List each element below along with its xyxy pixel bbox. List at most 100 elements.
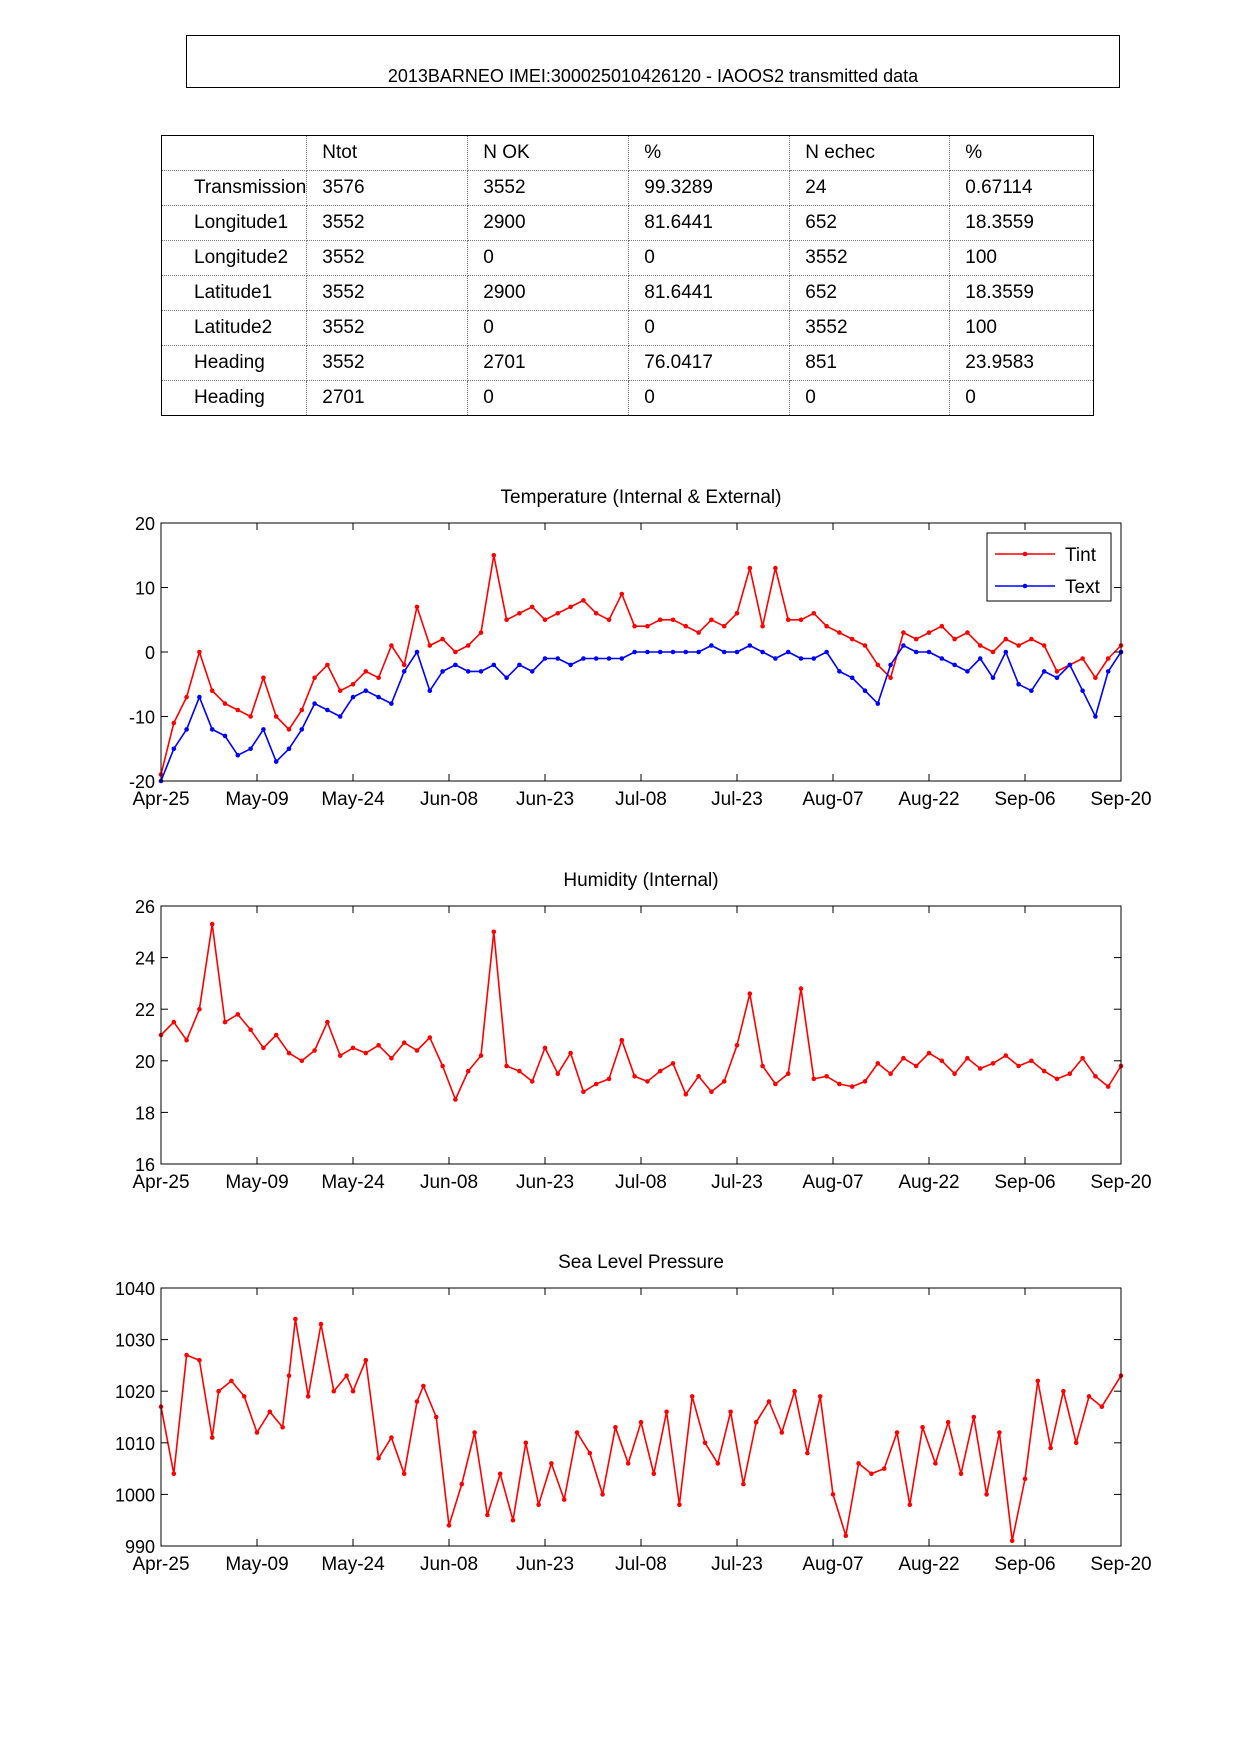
data-point <box>670 1061 676 1066</box>
series-line <box>160 644 1122 782</box>
data-point <box>779 1430 785 1435</box>
data-point <box>184 727 189 732</box>
data-point <box>267 1409 273 1415</box>
data-point <box>465 1068 471 1074</box>
data-point <box>1016 682 1021 687</box>
data-point <box>1093 675 1098 681</box>
data-point <box>254 1430 260 1435</box>
data-point <box>933 1461 938 1466</box>
data-point <box>325 1019 330 1025</box>
data-point <box>696 630 701 635</box>
data-point <box>325 662 330 668</box>
data-point <box>811 656 817 661</box>
data-point <box>517 662 522 668</box>
data-point <box>286 1373 292 1378</box>
data-point <box>478 669 484 674</box>
table-cell: 23.9583 <box>949 345 1094 381</box>
data-point <box>907 1502 913 1507</box>
data-point <box>504 1063 509 1069</box>
data-point <box>824 649 829 655</box>
title-box: 2013BARNEO IMEI:300025010426120 - IAOOS2… <box>186 35 1120 88</box>
data-point <box>376 694 381 700</box>
data-point <box>696 649 701 655</box>
plot-frame <box>160 905 1122 1165</box>
data-point <box>619 1037 625 1043</box>
data-point <box>491 553 497 558</box>
data-point <box>670 617 676 623</box>
data-point <box>837 630 842 635</box>
table-row: Latitude2 3552 0 0 3552 100 <box>161 310 1094 346</box>
data-point <box>184 1352 189 1358</box>
data-point <box>696 1074 701 1079</box>
data-point <box>952 1071 957 1076</box>
data-point <box>939 1058 945 1064</box>
data-point <box>593 656 599 661</box>
data-point <box>363 1357 369 1363</box>
page-title: 2013BARNEO IMEI:300025010426120 - IAOOS2… <box>387 66 919 86</box>
data-point <box>1067 1071 1073 1076</box>
y-tick-label: 16 <box>135 1155 155 1175</box>
data-point <box>913 636 919 642</box>
data-point <box>741 1481 746 1487</box>
data-point <box>1041 643 1047 648</box>
data-point <box>664 1409 669 1415</box>
data-point <box>529 1079 535 1084</box>
data-point <box>721 1079 727 1084</box>
data-point <box>606 1076 612 1082</box>
data-point <box>683 623 689 629</box>
series-text <box>158 643 1124 784</box>
data-point <box>811 1076 817 1082</box>
table-cell: 0 <box>628 310 791 346</box>
table-row: Latitude1 3552 2900 81.6441 652 18.3559 <box>161 275 1094 311</box>
data-point <box>1105 1084 1111 1089</box>
data-point <box>389 1435 394 1440</box>
data-point <box>171 1019 177 1025</box>
data-point <box>862 1079 868 1084</box>
table-header-cell: Ntot <box>306 135 469 171</box>
data-point <box>638 1419 644 1425</box>
table-cell: 0 <box>965 387 976 408</box>
data-point <box>862 643 868 648</box>
data-point <box>709 617 714 623</box>
data-point <box>798 617 804 623</box>
x-tick-label: May-24 <box>321 1554 385 1575</box>
data-point <box>1009 1538 1015 1544</box>
table-cell: 0 <box>467 380 630 416</box>
data-point <box>869 1471 874 1477</box>
data-point <box>1029 688 1034 693</box>
x-tick-label: Aug-22 <box>898 789 959 810</box>
data-point <box>312 1048 317 1053</box>
y-tick-label: 18 <box>135 1103 155 1123</box>
data-point <box>862 688 868 693</box>
data-point <box>625 1461 631 1466</box>
table-cell: 2701 <box>306 380 469 416</box>
x-tick-label: Jun-08 <box>420 789 478 810</box>
data-point <box>1080 1055 1085 1061</box>
data-point <box>632 649 637 655</box>
data-point <box>440 636 445 642</box>
y-tick-label: 990 <box>125 1537 155 1557</box>
table-cell: 2900 <box>467 205 630 241</box>
data-point <box>613 1425 618 1430</box>
data-point <box>875 1061 881 1066</box>
table-header-row: Ntot N OK % N echec % <box>161 135 1094 171</box>
table-cell: 18.3559 <box>949 205 1094 241</box>
data-point <box>1105 656 1111 661</box>
data-point <box>331 1388 337 1394</box>
data-point <box>344 1373 349 1378</box>
plot-frame <box>160 1287 1122 1547</box>
x-tick-label: Jul-23 <box>711 1554 763 1575</box>
data-point <box>709 1089 714 1095</box>
y-tick-label: 20 <box>135 514 155 534</box>
data-point <box>645 649 650 655</box>
table-row-label: Longitude2 <box>161 240 308 276</box>
series-line <box>160 1318 1122 1542</box>
data-point <box>261 1045 266 1051</box>
data-point <box>453 662 458 668</box>
data-point <box>504 675 509 681</box>
data-point <box>606 617 612 623</box>
data-point <box>1003 636 1009 642</box>
series-line <box>160 554 1122 775</box>
data-point <box>593 1081 599 1087</box>
data-point <box>824 1074 829 1079</box>
